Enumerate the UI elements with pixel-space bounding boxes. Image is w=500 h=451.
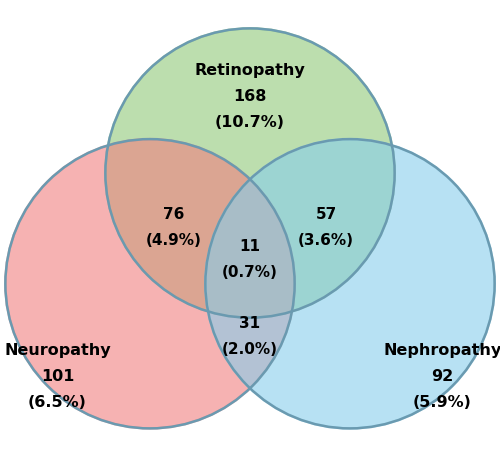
Text: 92: 92 (432, 368, 454, 383)
Text: (10.7%): (10.7%) (215, 115, 285, 130)
Text: (6.5%): (6.5%) (28, 394, 87, 410)
Text: (3.6%): (3.6%) (298, 233, 354, 248)
Text: Neuropathy: Neuropathy (4, 342, 111, 357)
Text: (0.7%): (0.7%) (222, 264, 278, 280)
Text: 31: 31 (240, 315, 260, 330)
Text: 168: 168 (234, 88, 266, 104)
Text: 101: 101 (41, 368, 74, 383)
Text: Nephropathy: Nephropathy (384, 342, 500, 357)
Text: (5.9%): (5.9%) (413, 394, 472, 410)
Text: 57: 57 (316, 207, 336, 222)
Text: 11: 11 (240, 238, 260, 253)
Text: Retinopathy: Retinopathy (194, 62, 306, 78)
Ellipse shape (106, 29, 395, 318)
Ellipse shape (206, 140, 495, 428)
Text: 76: 76 (164, 207, 184, 222)
Text: (4.9%): (4.9%) (146, 233, 202, 248)
Ellipse shape (6, 140, 294, 428)
Text: (2.0%): (2.0%) (222, 341, 278, 356)
